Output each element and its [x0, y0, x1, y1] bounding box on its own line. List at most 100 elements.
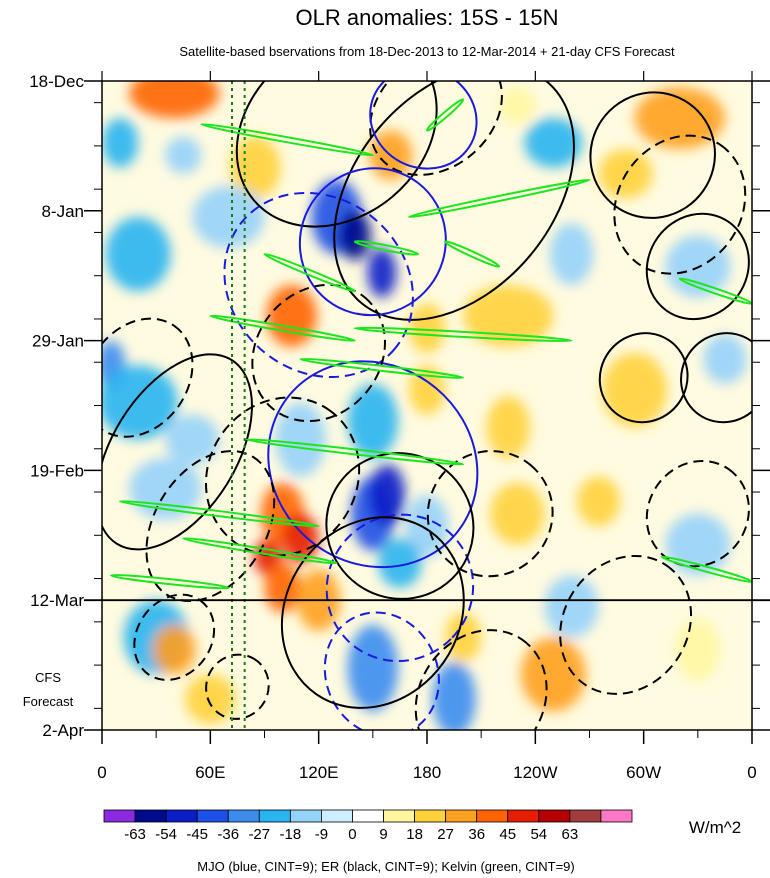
colorbar-tick-label: -9: [315, 826, 328, 843]
anomaly-cell: [165, 136, 202, 174]
y-tick-label: 18-Dec: [29, 72, 84, 91]
anomaly-cell: [378, 538, 422, 588]
plot-area: [102, 81, 752, 730]
forecast-label-line2: Forecast: [23, 694, 74, 709]
colorbar-tick-label: 36: [468, 826, 485, 843]
colorbar-swatch: [258, 809, 291, 823]
contour-line: [204, 396, 361, 557]
kelvin-contour: [407, 178, 591, 219]
contour-line: [589, 91, 716, 219]
colorbar-tick-label: 54: [530, 826, 547, 843]
anomaly-cell: [264, 563, 301, 613]
anomaly-cell: [408, 303, 446, 353]
anomaly-cell: [520, 637, 586, 712]
chart-subtitle: Satellite-based bservations from 18-Dec-…: [179, 44, 675, 59]
anomaly-cell: [676, 618, 720, 681]
colorbar-tick-label: 45: [499, 826, 516, 843]
anomaly-cell: [129, 81, 220, 119]
contour-line: [223, 191, 414, 378]
kelvin-contour: [444, 240, 501, 268]
colorbar-swatch: [165, 809, 198, 823]
colorbar-tick-label: -27: [248, 826, 270, 843]
anomaly-cell: [367, 247, 397, 298]
contour-line: [680, 332, 752, 424]
anomaly-cell: [129, 458, 202, 520]
colorbar-swatch: [352, 809, 384, 823]
anomaly-cell: [192, 186, 265, 248]
kelvin-contour: [200, 123, 374, 157]
x-tick-label: 120W: [513, 763, 557, 782]
contour-line: [323, 611, 440, 730]
kelvin-contour: [110, 573, 230, 590]
x-axis: 0 60E 120E 180 120W 60W 0: [97, 71, 757, 782]
anomaly-cell: [405, 495, 449, 557]
colorbar-swatch: [227, 809, 260, 823]
anomaly-cell: [490, 482, 545, 545]
kelvin-contour: [425, 98, 465, 132]
colorbar-tick-label: 9: [379, 826, 387, 843]
contour-line: [145, 450, 276, 602]
anomaly-cell: [486, 396, 530, 459]
colorbar-swatch: [569, 809, 602, 823]
anomaly-cell: [266, 284, 317, 347]
wave-filter-contours: [102, 81, 752, 730]
colorbar-swatch: [196, 809, 229, 823]
y-tick-label: 12-Mar: [30, 591, 84, 610]
anomaly-cell: [347, 624, 399, 712]
anomaly-cell: [102, 118, 139, 168]
y-tick-label: 8-Jan: [41, 202, 84, 221]
anomaly-cell: [152, 624, 196, 675]
forecast-label-line1: CFS: [35, 670, 61, 685]
colorbar-swatch: [476, 809, 509, 823]
kelvin-contour: [299, 357, 465, 380]
kelvin-contour: [353, 326, 573, 343]
contour-line: [414, 629, 548, 730]
anomaly-cell: [338, 210, 372, 261]
anomaly-cell: [576, 476, 621, 527]
kelvin-contour: [263, 252, 356, 293]
colorbar-swatch: [414, 809, 447, 823]
anomaly-cell: [549, 223, 594, 285]
kelvin-contour: [245, 438, 465, 466]
colorbar-swatch: [445, 809, 478, 823]
colorbar-swatch: [321, 809, 353, 823]
contour-line: [645, 212, 750, 321]
colorbar-tick-label: -54: [155, 826, 177, 843]
contour-line: [613, 134, 747, 275]
anomaly-cell: [634, 87, 725, 149]
contour-line: [298, 167, 447, 317]
colorbar-tick-label: 27: [437, 826, 454, 843]
contour-line: [267, 360, 479, 569]
anomaly-cell: [347, 383, 399, 459]
kelvin-contour: [353, 240, 419, 256]
contour-line: [205, 653, 270, 720]
colorbar-unit: W/m^2: [689, 818, 741, 837]
contour-line: [102, 317, 194, 438]
x-tick-label: 60W: [626, 763, 661, 782]
anomaly-cell: [369, 464, 406, 527]
x-tick-label: 180: [413, 763, 441, 782]
kelvin-contour: [119, 500, 320, 528]
colorbar-tick-label: -36: [217, 826, 239, 843]
anomaly-cell: [185, 674, 236, 724]
anomaly-cell: [275, 402, 326, 477]
y-axis: 18-Dec 8-Jan 29-Jan 19-Feb 12-Mar 2-Apr: [29, 72, 770, 740]
reference-longitude-lines: [231, 81, 246, 730]
colorbar-swatch: [507, 809, 540, 823]
colorbar-swatch: [538, 809, 571, 823]
x-tick-label: 60E: [195, 763, 225, 782]
anomaly-cell: [432, 662, 476, 730]
anomaly-cell: [703, 334, 747, 384]
colorbar-swatch: [103, 809, 136, 823]
contour-line: [235, 81, 438, 228]
kelvin-contour: [678, 277, 752, 305]
colorbar-tick-label: 18: [406, 826, 423, 843]
anomaly-cell: [165, 414, 220, 465]
contour-legend: MJO (blue, CINT=9); ER (black, CINT=9); …: [197, 859, 574, 874]
x-tick-label: 0: [747, 763, 756, 782]
contour-line: [426, 450, 554, 578]
colorbar-tick-label: -18: [280, 826, 302, 843]
y-tick-label: 2-Apr: [42, 721, 84, 740]
anomaly-cell: [524, 118, 583, 168]
